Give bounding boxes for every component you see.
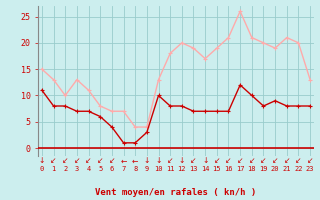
Text: ↙: ↙ xyxy=(260,156,267,165)
Text: ↓: ↓ xyxy=(155,156,162,165)
Text: ↓: ↓ xyxy=(202,156,208,165)
Text: ↓: ↓ xyxy=(144,156,150,165)
Text: ↓: ↓ xyxy=(179,156,185,165)
Text: ↙: ↙ xyxy=(307,156,313,165)
Text: ↙: ↙ xyxy=(237,156,243,165)
Text: ↓: ↓ xyxy=(39,156,45,165)
Text: ↙: ↙ xyxy=(295,156,302,165)
Text: ↙: ↙ xyxy=(167,156,173,165)
Text: ←: ← xyxy=(120,156,127,165)
Text: ↙: ↙ xyxy=(109,156,115,165)
Text: ↙: ↙ xyxy=(214,156,220,165)
Text: ↙: ↙ xyxy=(62,156,68,165)
Text: ↙: ↙ xyxy=(85,156,92,165)
X-axis label: Vent moyen/en rafales ( kn/h ): Vent moyen/en rafales ( kn/h ) xyxy=(95,188,257,197)
Text: ↙: ↙ xyxy=(50,156,57,165)
Text: ↙: ↙ xyxy=(249,156,255,165)
Text: ←: ← xyxy=(132,156,138,165)
Text: ↙: ↙ xyxy=(74,156,80,165)
Text: ↙: ↙ xyxy=(272,156,278,165)
Text: ↙: ↙ xyxy=(97,156,103,165)
Text: ↙: ↙ xyxy=(284,156,290,165)
Text: ↙: ↙ xyxy=(225,156,232,165)
Text: ↙: ↙ xyxy=(190,156,197,165)
